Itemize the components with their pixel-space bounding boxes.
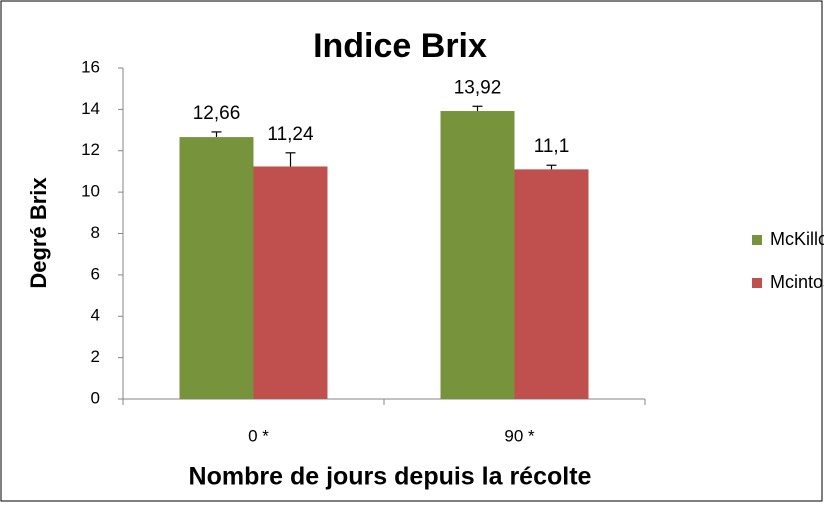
y-tick-label: 2 — [91, 347, 100, 366]
data-label: 11,24 — [267, 124, 314, 145]
data-label: 13,92 — [454, 77, 502, 98]
legend-label: McKillop — [770, 229, 824, 249]
y-tick-label: 14 — [81, 99, 100, 118]
y-tick-label: 8 — [91, 223, 100, 242]
bar — [179, 137, 254, 399]
y-tick-label: 16 — [81, 57, 100, 76]
x-axis-label: Nombre de jours depuis la récolte — [189, 463, 592, 491]
bar — [440, 111, 515, 399]
chart-title: Indice Brix — [313, 27, 487, 65]
legend-label: Mcintosh — [770, 272, 824, 292]
y-tick-label: 10 — [81, 182, 100, 201]
y-tick-label: 12 — [81, 140, 100, 159]
legend-swatch — [752, 235, 762, 245]
y-tick-label: 0 — [91, 388, 100, 407]
legend-swatch — [752, 278, 762, 288]
data-label: 12,66 — [193, 103, 241, 124]
bar — [253, 166, 328, 399]
x-tick-label: 0 * — [248, 426, 269, 445]
bar — [514, 169, 589, 399]
data-label: 11,1 — [534, 136, 570, 157]
y-tick-label: 6 — [91, 264, 100, 283]
x-tick-label: 90 * — [504, 426, 535, 445]
y-tick-label: 4 — [91, 306, 100, 325]
y-axis-label: Degré Brix — [26, 177, 51, 289]
